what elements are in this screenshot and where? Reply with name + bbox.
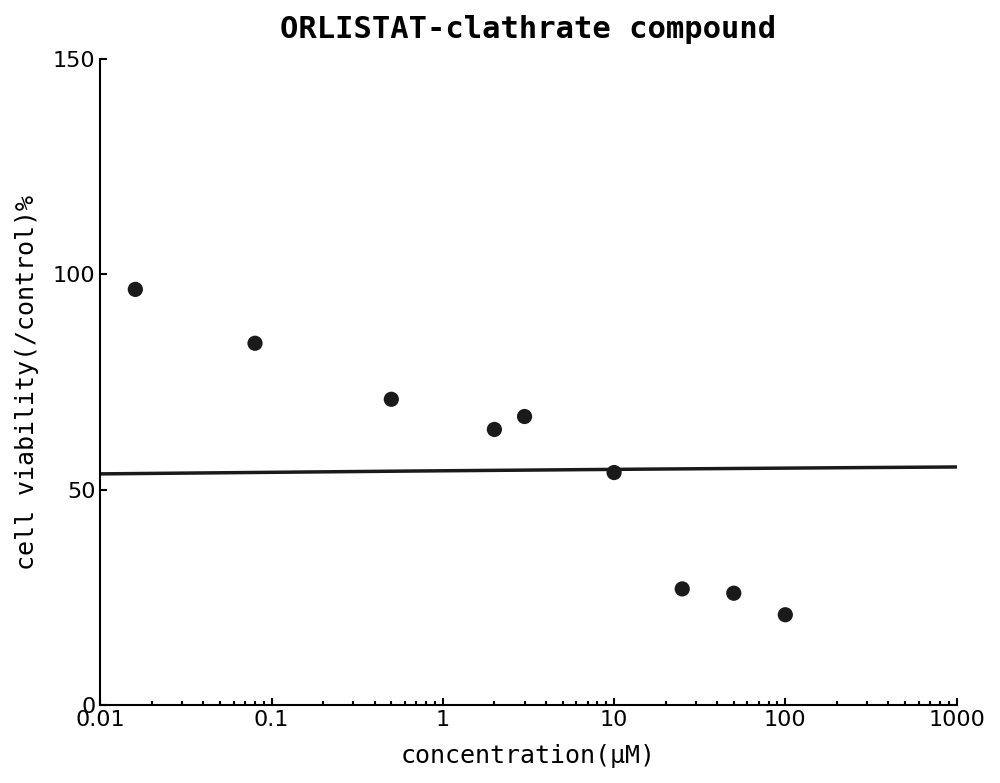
Point — [674, 583, 690, 595]
Point — [606, 466, 622, 478]
Point — [383, 393, 399, 406]
Point — [777, 608, 793, 621]
Point — [486, 423, 502, 435]
Title: ORLISTAT-clathrate compound: ORLISTAT-clathrate compound — [280, 15, 777, 44]
Point — [127, 283, 143, 296]
Point — [726, 587, 742, 600]
Y-axis label: cell viability(/control)%: cell viability(/control)% — [15, 194, 39, 569]
X-axis label: concentration(μM): concentration(μM) — [401, 744, 656, 768]
Point — [247, 337, 263, 349]
Point — [517, 410, 533, 423]
